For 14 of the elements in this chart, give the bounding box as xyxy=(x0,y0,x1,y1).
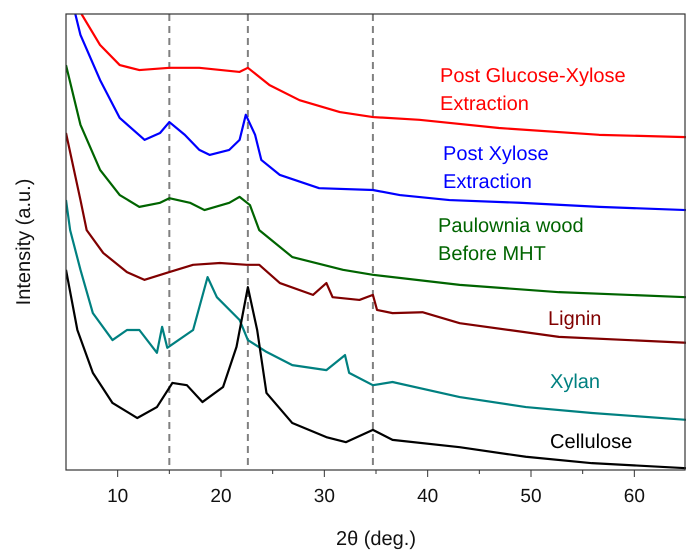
series-label: Xylan xyxy=(550,371,600,393)
series-label: Paulownia wood Before MHT xyxy=(438,215,584,265)
x-tick-label: 50 xyxy=(520,486,542,507)
series-label: Post Glucose-Xylose Extraction xyxy=(440,65,626,115)
x-tick-label: 30 xyxy=(314,486,335,507)
series-label: Post Xylose Extraction xyxy=(443,143,549,193)
series-label: Cellulose xyxy=(550,431,632,453)
x-tick-label: 40 xyxy=(417,486,438,507)
x-tick-label: 10 xyxy=(107,486,128,507)
y-axis-title: Intensity (a.u.) xyxy=(13,178,35,306)
x-tick-label: 60 xyxy=(624,486,645,507)
series-label: Lignin xyxy=(548,308,602,330)
x-tick-label: 20 xyxy=(210,486,232,507)
x-axis-title: 2θ (deg.) xyxy=(336,528,416,550)
